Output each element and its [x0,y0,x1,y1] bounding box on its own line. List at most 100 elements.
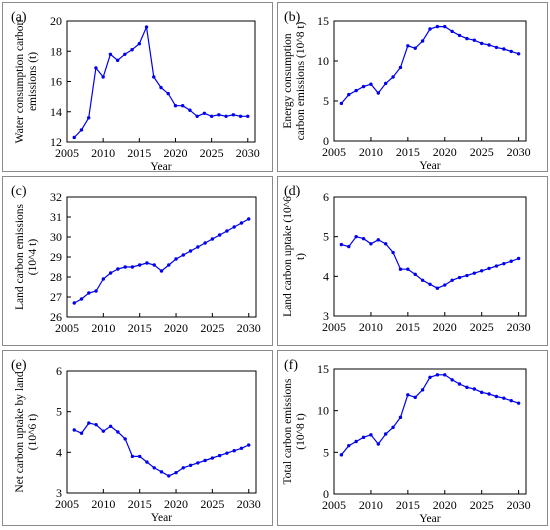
data-point [232,225,236,229]
y-tick-label: 10 [317,54,329,68]
chart-svg: (d) 2005 2010 2015 2020 2025 2030 3 4 5 6 Land carb… [282,184,531,334]
data-point [509,398,513,403]
data-point [406,393,410,397]
data-point [391,425,395,430]
series-line [340,26,519,104]
x-tick-label: 2030 [507,145,531,159]
y-tick-label: 20 [50,14,62,28]
data-point [159,85,163,90]
data-point [450,29,454,34]
y-tick-label: 5 [323,445,329,459]
x-tick-label: 2020 [433,498,457,512]
y-axis-label: Land carbon emissions(10^4 t) [14,203,39,310]
data-point [347,244,351,249]
y-axis-label: Water consumption carbonemissions (t) [14,19,39,143]
y-tick-label: 31 [50,210,62,224]
data-point [465,385,469,390]
x-axis-label: Year [151,512,172,524]
data-point [87,421,91,425]
x-tick-label: 2005 [322,320,346,334]
x-axis-label: Year [419,160,440,172]
data-point [225,451,229,455]
data-point [101,429,106,433]
y-tick-label: 6 [56,364,62,378]
data-point [339,453,344,457]
data-point [347,92,351,97]
plot-frame [333,20,527,142]
data-point [494,264,499,268]
data-point [413,272,417,277]
data-point [494,45,499,50]
data-point [239,446,244,450]
x-tick-label: 2025 [470,320,494,334]
data-point [339,101,344,106]
data-point [123,265,127,269]
data-point [354,234,358,239]
data-point [406,267,410,271]
panel-d: (d) 2005 2010 2015 2020 2025 2030 3 4 5 6 Land carb… [277,176,548,346]
data-point [87,291,91,295]
data-point [457,33,462,38]
data-point [487,266,491,271]
data-point [196,461,200,465]
x-tick-label: 2020 [433,145,457,159]
data-point [443,283,447,287]
data-point [479,390,484,395]
data-point [123,52,127,56]
x-tick-label: 2020 [163,146,187,160]
data-point [115,58,120,63]
data-point [450,278,454,282]
panel-c: (c) 2005 2010 2015 2020 2025 2030 26 27 28 29 30 31 3… [2,176,273,346]
x-axis-label: Year [419,513,440,525]
y-tick-label: 18 [50,44,62,58]
data-point [94,422,98,427]
data-point [494,394,499,399]
data-point [354,88,358,93]
data-point [130,265,135,269]
data-point [231,113,236,117]
data-point [116,267,120,271]
data-point [472,38,477,42]
data-point [376,442,381,446]
x-tick-label: 2015 [127,146,151,160]
panel-a: (a) 2005 2010 2015 2020 2025 2030 12 14 16 18 20 Yea… [2,2,273,173]
x-tick-label: 2010 [359,498,383,512]
y-axis-label: Net carbon uptake by land(10^6 t) [14,371,39,493]
y-axis-label: Total carbon emissions(10^8 t) [282,378,307,484]
data-point [516,401,521,405]
data-point [406,44,410,48]
y-tick-label: 12 [50,135,62,149]
data-point [137,41,142,46]
y-tick-label: 3 [56,486,62,500]
data-point [217,113,221,117]
data-point [72,428,76,432]
data-point [94,289,98,293]
x-tick-label: 2015 [128,321,152,335]
chart-svg: (b) 2005 2010 2015 2020 2025 2030 0 5 10 15 Year Ene… [282,10,531,172]
x-tick-label: 2025 [200,321,224,335]
data-point [428,27,432,31]
data-point [101,277,106,281]
x-tick-label: 2020 [164,497,188,511]
data-point [72,135,76,140]
y-tick-label: 0 [323,134,329,148]
data-point [94,66,98,70]
data-point [361,435,366,440]
x-tick-label: 2005 [322,498,346,512]
data-point [443,373,447,377]
data-point [167,474,171,478]
data-point [232,449,236,453]
data-point [398,267,403,271]
x-tick-label: 2025 [470,498,494,512]
data-point [225,229,229,233]
data-point [502,396,506,400]
panel-letter: (e) [11,358,27,373]
data-point [361,236,366,241]
y-tick-label: 29 [50,250,62,264]
x-tick-label: 2010 [91,146,115,160]
data-point [443,24,447,29]
data-point [516,256,521,261]
y-axis-label: Energy consumptioncarbon emissions (10^8… [282,21,307,140]
x-tick-label: 2005 [55,497,79,511]
